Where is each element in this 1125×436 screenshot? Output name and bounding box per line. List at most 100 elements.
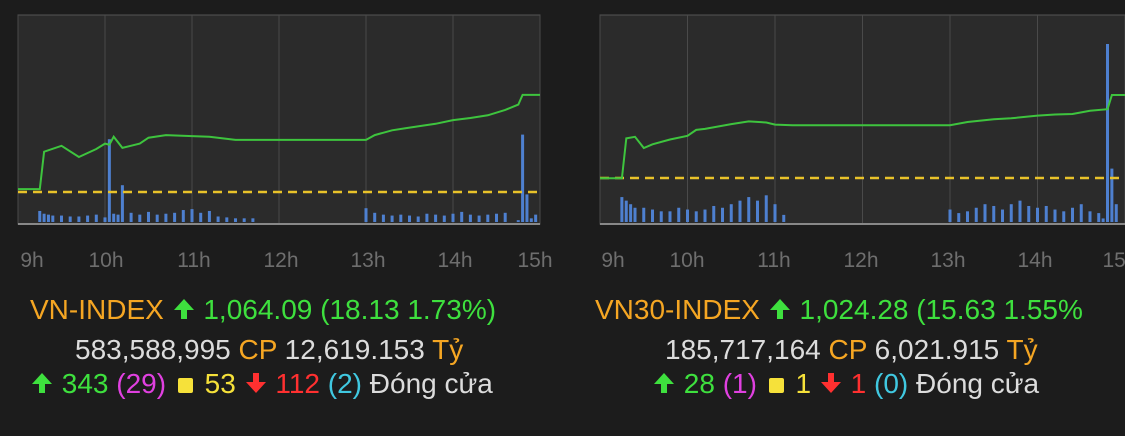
volume-bar	[1088, 211, 1092, 222]
x-tick-label: 11h	[177, 249, 210, 272]
up-arrow-icon	[654, 373, 674, 393]
volume-bar	[1114, 204, 1118, 222]
volume-bar	[147, 211, 150, 222]
volume-bar	[216, 216, 220, 222]
floor-count: (2)	[327, 368, 363, 399]
volume-bar	[46, 214, 50, 222]
volume-bar	[966, 211, 969, 222]
volume-bar	[642, 207, 646, 222]
vn30-index-panel: 9h 10h 11h 12h 13h 14h 15h VN30-INDEX 1,024.28…	[580, 0, 1125, 436]
volume-bar	[107, 139, 111, 222]
volume-bar	[94, 214, 98, 222]
volume-bar	[659, 211, 663, 222]
volume-bar	[120, 185, 124, 222]
turnover-value: 12,619.153	[284, 334, 425, 365]
volume-bar	[416, 216, 420, 222]
volume-bar	[773, 204, 777, 222]
vn30-index-headline: VN30-INDEX 1,024.28 (15.63 1.55%	[595, 294, 1083, 326]
vn30-index-volume-line: 185,717,164 CP 6,021.915 Tỷ	[665, 334, 1038, 366]
volume-bar	[983, 204, 987, 222]
index-change: (15.63	[916, 294, 996, 325]
x-tick-label: 9h	[601, 249, 624, 272]
volume-unit: CP	[238, 334, 277, 365]
x-tick-label: 14h	[1017, 249, 1052, 272]
market-status: Đóng cửa	[916, 368, 1040, 399]
volume-bar	[668, 211, 672, 222]
volume-bar	[129, 212, 133, 222]
volume-bar	[155, 214, 159, 222]
volume-bar	[1101, 218, 1105, 222]
volume-bar	[425, 213, 429, 222]
volume-bar	[712, 205, 716, 222]
vn30-index-breadth-line: 28 (1) 1 1 (0) Đóng cửa	[652, 368, 1039, 400]
volume-bar	[381, 214, 385, 222]
volume-bar	[974, 207, 978, 222]
volume-bar	[477, 215, 481, 222]
volume-bar	[173, 212, 177, 222]
volume-bar	[434, 214, 438, 222]
volume-bar	[251, 218, 255, 222]
turnover-unit: Tỷ	[432, 334, 464, 365]
index-change-pct: 1.55%	[1003, 294, 1083, 325]
unchanged-square-icon	[768, 378, 784, 394]
x-tick-label: 15h	[1102, 249, 1125, 272]
volume-value: 583,588,995	[75, 334, 231, 365]
volume-bar	[620, 197, 624, 222]
volume-bar	[525, 194, 529, 222]
volume-bar	[495, 213, 498, 222]
x-tick-label: 12h	[843, 249, 878, 272]
volume-bar	[721, 207, 724, 222]
market-status: Đóng cửa	[369, 368, 493, 399]
price-line	[600, 94, 1125, 180]
vn-index-chart: 9h 10h 11h 12h 13h 14h 15h	[17, 14, 553, 272]
volume-bar	[1062, 211, 1066, 222]
volume-bar	[390, 215, 394, 222]
volume-bar	[694, 211, 698, 222]
vn30-index-chart: 9h 10h 11h 12h 13h 14h 15h	[599, 14, 1125, 272]
volume-bar	[373, 212, 377, 222]
volume-bar	[629, 204, 633, 222]
volume-bar	[116, 214, 120, 222]
volume-bar	[686, 209, 689, 222]
index-change: (18.13	[320, 294, 400, 325]
volume-bar	[992, 205, 996, 222]
volume-unit: CP	[828, 334, 867, 365]
volume-bar	[51, 215, 55, 222]
volume-bar	[1001, 209, 1004, 222]
volume-bar	[677, 207, 681, 222]
volume-value: 185,717,164	[665, 334, 821, 365]
vn-index-panel: 9h 10h 11h 12h 13h 14h 15h VN-INDEX 1,064.09 (…	[0, 0, 560, 436]
turnover-unit: Tỷ	[1006, 334, 1038, 365]
volume-bar	[199, 212, 203, 222]
volume-bar	[957, 213, 961, 222]
index-change-pct: 1.73%)	[407, 294, 497, 325]
volume-bar	[60, 215, 63, 222]
volume-bar	[225, 217, 229, 222]
volume-bar	[86, 215, 90, 222]
volume-bar	[1079, 204, 1083, 222]
price-line	[18, 93, 540, 191]
index-value: 1,064.09	[203, 294, 313, 325]
volume-bar	[181, 210, 185, 222]
x-tick-label: 10h	[669, 249, 704, 272]
volume-bar	[1097, 213, 1101, 222]
volume-bar	[77, 216, 81, 222]
volume-bar	[486, 214, 490, 222]
x-tick-label: 15h	[517, 249, 552, 272]
volume-bar	[1053, 209, 1057, 222]
volume-bar	[516, 220, 520, 222]
volume-bar	[468, 214, 472, 222]
volume-bar	[1106, 44, 1109, 222]
volume-bar	[782, 214, 786, 222]
volume-bar	[1044, 205, 1048, 222]
volume-bar	[756, 200, 759, 222]
volume-bar	[242, 218, 246, 222]
unchanged-count: 53	[204, 368, 236, 399]
index-value: 1,024.28	[799, 294, 909, 325]
x-tick-label: 14h	[437, 249, 472, 272]
up-arrow-icon	[173, 299, 194, 319]
volume-bar	[112, 213, 116, 222]
down-arrow-icon	[245, 373, 266, 393]
up-arrow-icon	[32, 373, 52, 393]
volume-bar	[408, 215, 411, 222]
